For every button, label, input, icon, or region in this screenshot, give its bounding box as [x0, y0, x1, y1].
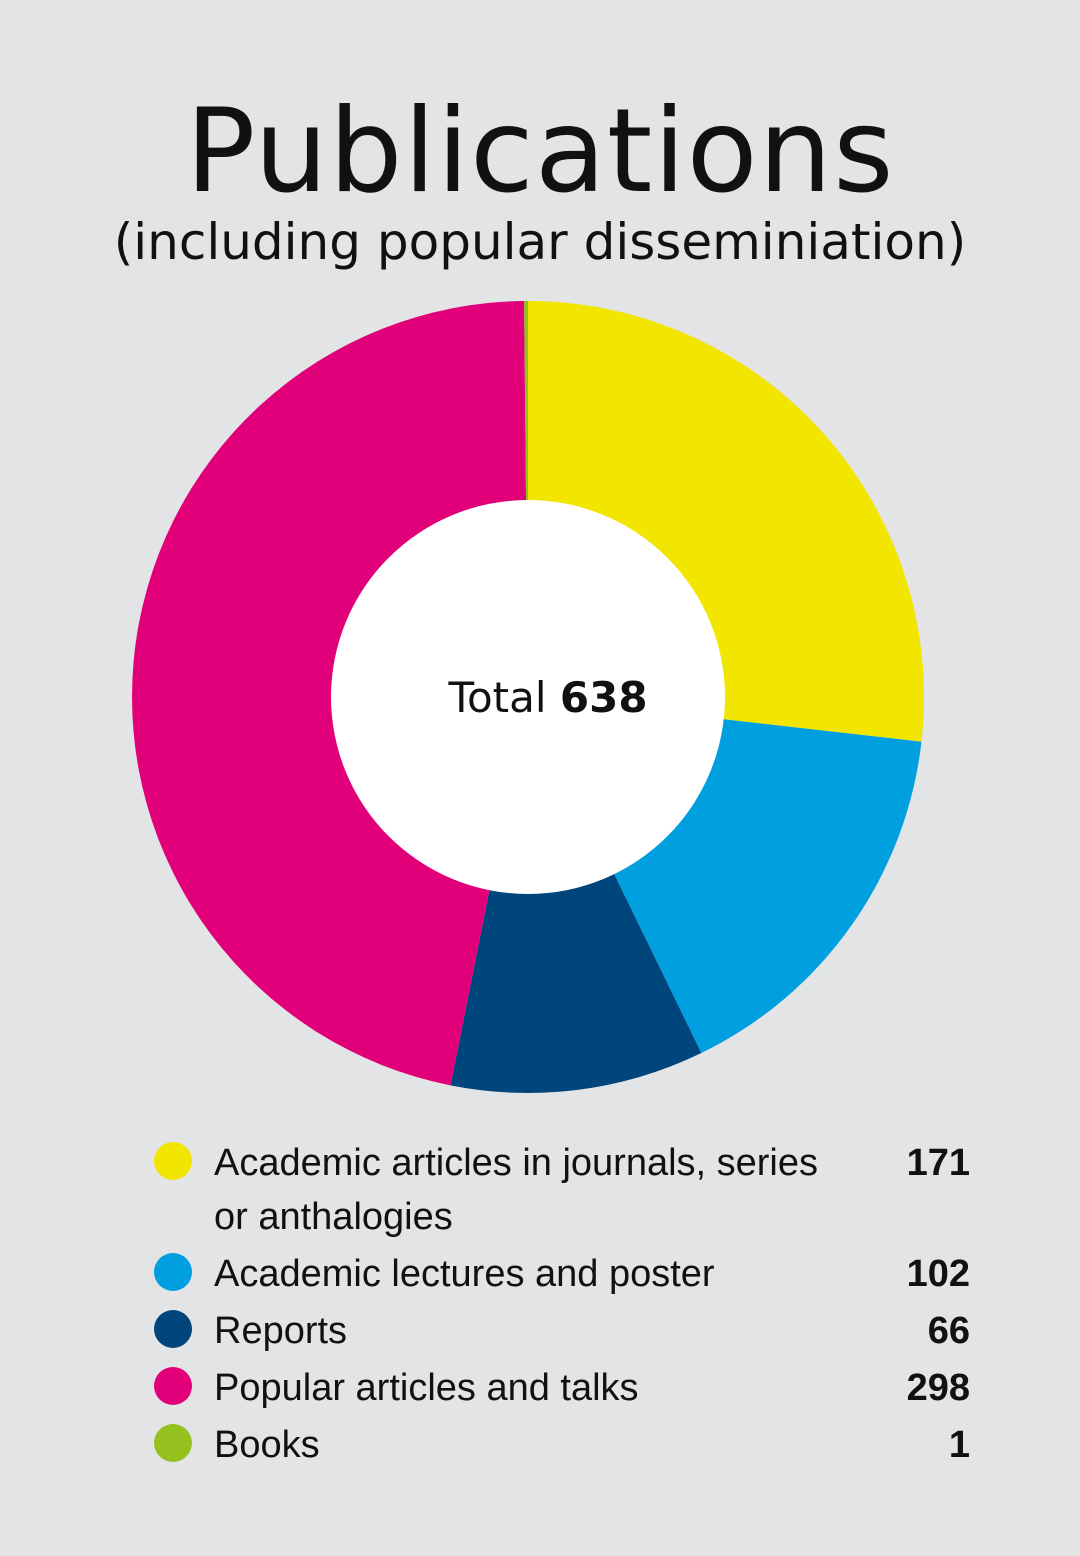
legend-color-dot-icon: [154, 1142, 192, 1180]
legend-item: Books 1: [150, 1418, 970, 1472]
legend-value: 66: [927, 1310, 970, 1352]
legend-label: Popular articles and talks: [214, 1367, 639, 1409]
total-label-prefix: Total: [448, 673, 547, 722]
legend-item: Academic lectures and poster 102: [150, 1247, 970, 1301]
legend-value: 298: [906, 1367, 970, 1409]
donut-slice-3: [131, 301, 529, 1086]
total-value: 638: [559, 673, 648, 722]
legend-color-dot-icon: [154, 1253, 192, 1291]
legend-item: Reports 66: [150, 1304, 970, 1358]
legend-label: Academic lectures and poster: [214, 1253, 715, 1295]
legend-label: Reports: [214, 1310, 348, 1352]
total-label: Total 638: [348, 672, 748, 724]
legend: Academic articles in journals, series or…: [150, 1136, 970, 1475]
legend-item: Popular articles and talks 298: [150, 1361, 970, 1415]
legend-label: Academic articles in journals, series or…: [214, 1142, 819, 1238]
legend-label: Books: [214, 1424, 320, 1466]
chart-title: Publications: [185, 84, 895, 219]
legend-color-dot-icon: [154, 1424, 192, 1462]
legend-value: 1: [948, 1424, 970, 1466]
legend-color-dot-icon: [154, 1367, 192, 1405]
legend-value: 171: [906, 1142, 970, 1184]
legend-value: 102: [906, 1253, 970, 1295]
legend-color-dot-icon: [154, 1310, 192, 1348]
chart-subtitle: (including popular disseminiation): [113, 213, 967, 271]
donut-hole: [331, 500, 725, 894]
legend-item: Academic articles in journals, series or…: [150, 1136, 970, 1244]
